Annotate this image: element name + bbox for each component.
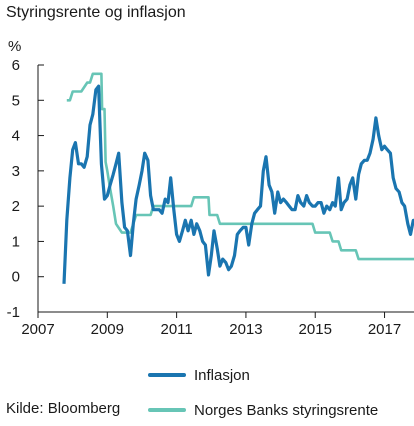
x-ticks: 2007 2009 2011 2013 2015 2017: [21, 312, 401, 338]
series-line-policy-rate: [66, 72, 414, 261]
y-tick-label: 2: [12, 198, 20, 215]
y-tick-label: 3: [12, 163, 20, 180]
legend-swatch-inflation: [148, 373, 186, 377]
y-tick-label: 4: [12, 128, 20, 145]
x-tick-label: 2009: [91, 321, 124, 338]
y-tick-label: -1: [7, 304, 20, 321]
legend-item-inflation: Inflasjon: [148, 365, 250, 385]
legend-label-inflation: Inflasjon: [194, 366, 250, 384]
x-tick-label: 2015: [299, 321, 332, 338]
chart-title: Styringsrente og inflasjon: [6, 4, 186, 21]
y-axis-label: %: [8, 38, 21, 55]
series-line-inflation: [62, 84, 414, 284]
source-note: Kilde: Bloomberg: [6, 400, 121, 417]
x-tick-label: 2017: [368, 321, 401, 338]
x-tick-label: 2011: [160, 321, 192, 338]
y-tick-label: 0: [12, 269, 20, 286]
y-tick-label: 6: [12, 57, 20, 74]
legend-item-policy-rate: Norges Banks styringsrente: [148, 400, 378, 420]
x-tick-label: 2013: [229, 321, 262, 338]
series-layer: [62, 72, 414, 284]
y-ticks: -1 0 1 2 3 4 5 6: [7, 57, 44, 321]
legend-label-policy-rate: Norges Banks styringsrente: [194, 401, 379, 419]
x-tick-label: 2007: [21, 321, 54, 338]
y-tick-label: 5: [12, 92, 20, 109]
legend-swatch-policy-rate: [148, 408, 186, 412]
y-tick-label: 1: [12, 233, 20, 250]
